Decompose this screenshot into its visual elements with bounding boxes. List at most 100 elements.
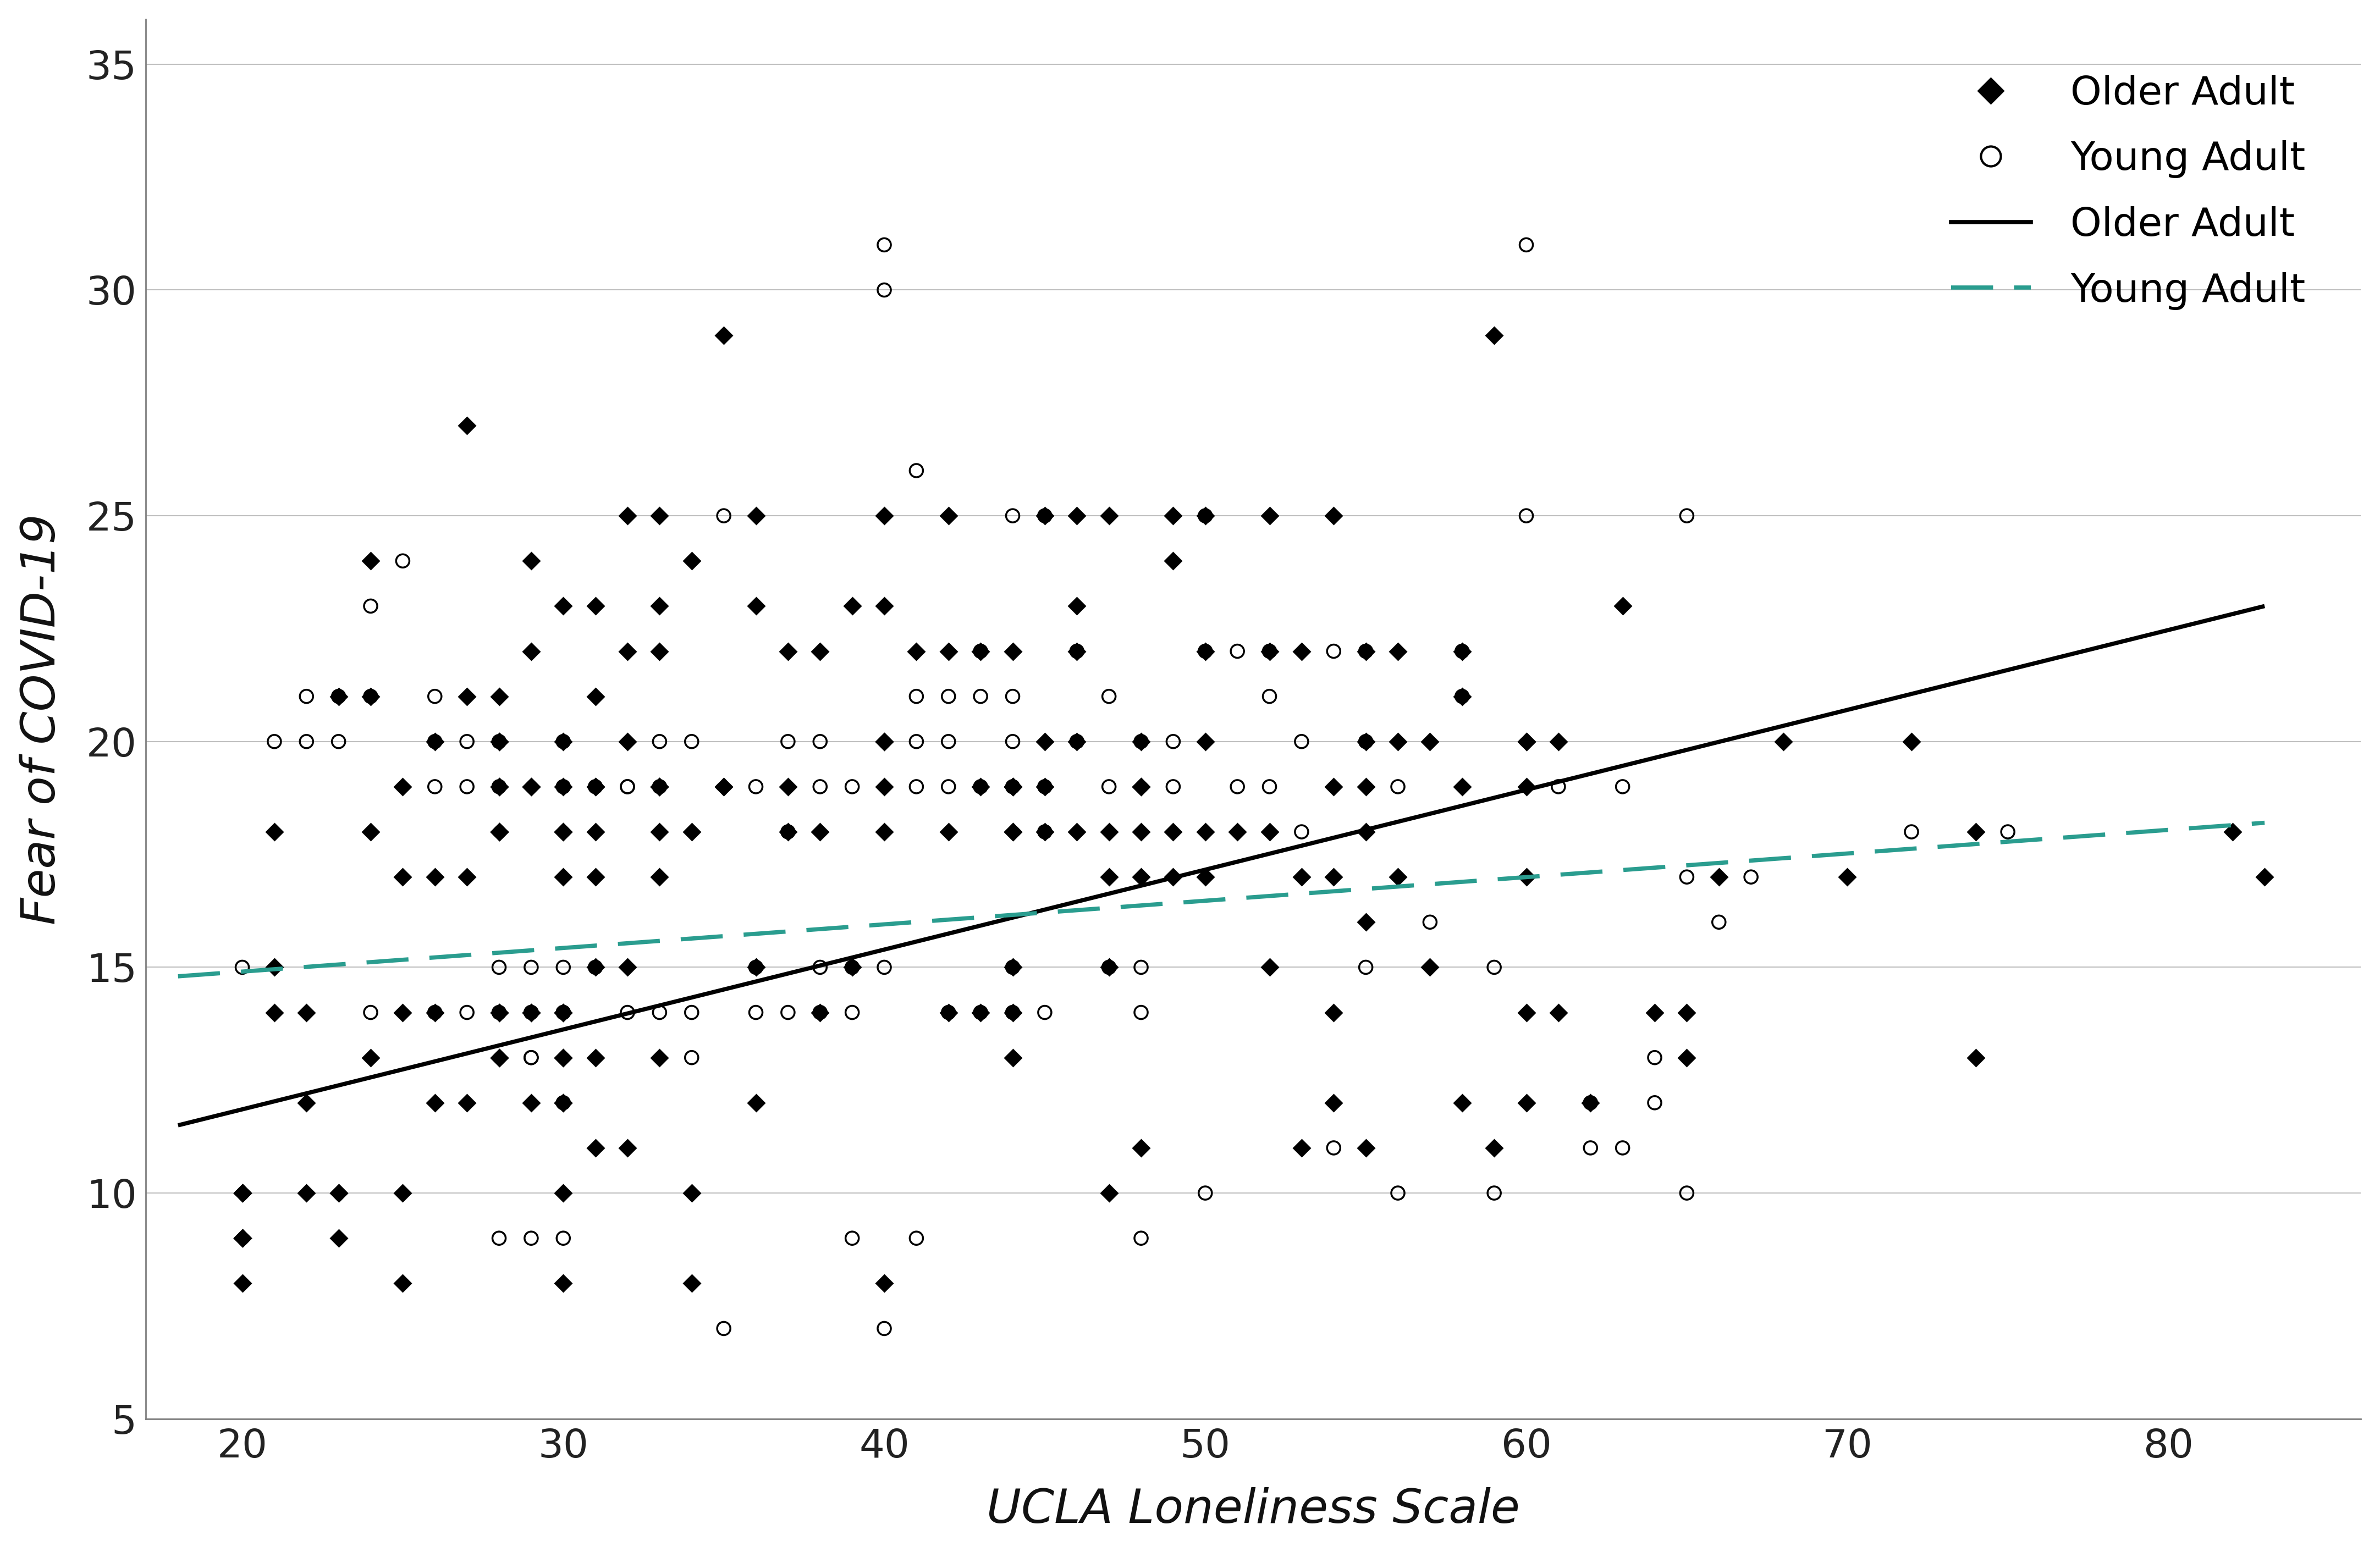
- Point: [1733, 864, 1771, 889]
- Point: [1090, 774, 1128, 799]
- Point: [1185, 819, 1223, 844]
- Point: [1314, 1091, 1352, 1116]
- Point: [416, 864, 455, 889]
- Point: [352, 1044, 390, 1069]
- Point: [1347, 819, 1385, 844]
- Point: [1540, 729, 1578, 754]
- Point: [1057, 819, 1095, 844]
- Point: [545, 774, 583, 799]
- Point: [962, 639, 1000, 664]
- Point: [866, 729, 904, 754]
- Point: [512, 1044, 550, 1069]
- Point: [1090, 864, 1128, 889]
- Point: [802, 729, 840, 754]
- Point: [481, 1044, 519, 1069]
- Point: [769, 774, 807, 799]
- Point: [545, 729, 583, 754]
- Point: [833, 999, 871, 1024]
- Point: [545, 999, 583, 1024]
- Point: [224, 1181, 262, 1206]
- Point: [802, 954, 840, 979]
- Point: [255, 999, 293, 1024]
- Point: [962, 999, 1000, 1024]
- Point: [674, 999, 712, 1024]
- Point: [576, 774, 614, 799]
- Point: [383, 1181, 421, 1206]
- Point: [1892, 729, 1930, 754]
- Point: [1668, 503, 1706, 528]
- Point: [545, 1091, 583, 1116]
- Point: [1347, 909, 1385, 934]
- Point: [288, 684, 326, 709]
- Point: [416, 999, 455, 1024]
- Point: [640, 1044, 678, 1069]
- Point: [288, 1181, 326, 1206]
- Point: [1442, 684, 1480, 709]
- Point: [352, 819, 390, 844]
- Point: [481, 999, 519, 1024]
- Point: [769, 819, 807, 844]
- Point: [576, 684, 614, 709]
- Point: [1540, 999, 1578, 1024]
- Point: [1507, 233, 1545, 258]
- Point: [1026, 774, 1064, 799]
- Point: [1442, 1091, 1480, 1116]
- Point: [512, 1091, 550, 1116]
- Point: [609, 729, 647, 754]
- Point: [1090, 819, 1128, 844]
- Point: [640, 774, 678, 799]
- Point: [481, 774, 519, 799]
- Point: [1442, 639, 1480, 664]
- Point: [481, 729, 519, 754]
- Point: [1604, 774, 1642, 799]
- Point: [866, 233, 904, 258]
- Point: [931, 684, 969, 709]
- Point: [1668, 999, 1706, 1024]
- Point: [545, 594, 583, 619]
- Point: [1185, 503, 1223, 528]
- Point: [319, 1181, 357, 1206]
- Point: [640, 999, 678, 1024]
- Point: [1507, 503, 1545, 528]
- Point: [992, 684, 1031, 709]
- Point: [447, 729, 486, 754]
- Point: [802, 999, 840, 1024]
- Point: [545, 864, 583, 889]
- Point: [674, 1271, 712, 1296]
- Point: [2247, 864, 2285, 889]
- Point: [255, 819, 293, 844]
- Point: [1347, 729, 1385, 754]
- Point: [704, 774, 743, 799]
- Point: [1283, 864, 1321, 889]
- Point: [1378, 864, 1416, 889]
- Point: [1090, 1181, 1128, 1206]
- Point: [609, 1136, 647, 1161]
- Point: [1378, 729, 1416, 754]
- Point: [1476, 1136, 1514, 1161]
- Point: [352, 684, 390, 709]
- Point: [1668, 1181, 1706, 1206]
- Point: [224, 1271, 262, 1296]
- Point: [992, 729, 1031, 754]
- Point: [1154, 774, 1192, 799]
- Point: [931, 999, 969, 1024]
- Point: [1250, 954, 1288, 979]
- Point: [512, 639, 550, 664]
- Point: [1668, 864, 1706, 889]
- Point: [1956, 1044, 1994, 1069]
- Point: [416, 774, 455, 799]
- Point: [1699, 864, 1737, 889]
- Point: [1347, 1136, 1385, 1161]
- Point: [1507, 1091, 1545, 1116]
- Point: [481, 684, 519, 709]
- Point: [1990, 819, 2028, 844]
- Point: [288, 729, 326, 754]
- Point: [962, 999, 1000, 1024]
- Point: [992, 999, 1031, 1024]
- Point: [738, 774, 776, 799]
- Point: [1635, 999, 1673, 1024]
- Point: [512, 999, 550, 1024]
- Point: [897, 639, 935, 664]
- Point: [512, 1226, 550, 1251]
- Point: [640, 774, 678, 799]
